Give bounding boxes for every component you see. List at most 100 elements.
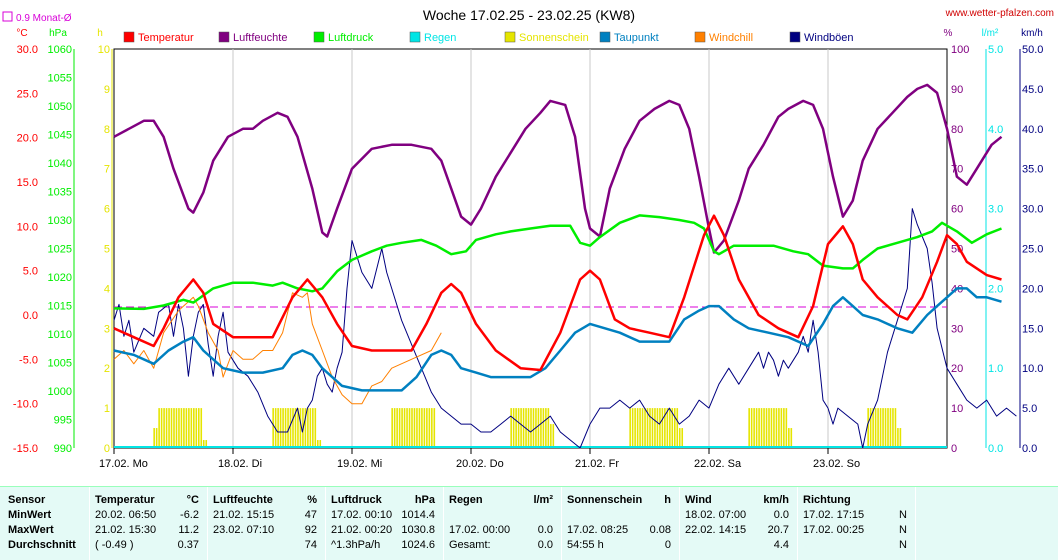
series-gusts <box>113 208 1017 449</box>
stats-label-avg: Durchschnitt <box>8 539 76 551</box>
wind-tick-label: 45.0 <box>1022 84 1043 96</box>
stats-dir-min-val: N <box>899 509 907 521</box>
sunshine-tick-label: 8 <box>104 124 110 136</box>
site-url[interactable]: www.wetter-pfalzen.com <box>945 8 1054 19</box>
stats-sun-avg-val: 0 <box>664 539 671 551</box>
wind-tick-label: 5.0 <box>1022 403 1037 415</box>
sunshine-tick-label: 0 <box>104 443 110 455</box>
stats-press-header: Luftdruck <box>331 494 382 506</box>
stats-rain-total-val: 0.0 <box>537 539 553 551</box>
temperature-tick-label: 20.0 <box>17 133 38 145</box>
wind-tick-label: 25.0 <box>1022 244 1043 256</box>
humidity-tick-label: 0 <box>951 443 957 455</box>
legend-label-dewpoint: Taupunkt <box>614 32 659 44</box>
stats-sun-unit: h <box>664 494 671 506</box>
stats-hum-min-time: 21.02. 15:15 <box>213 509 275 521</box>
stats-wind-header: Wind <box>685 494 712 506</box>
stats-rain-header: Regen <box>449 494 483 506</box>
stats-rain-max-val: 0.0 <box>537 524 553 536</box>
series-windchill <box>113 292 442 405</box>
sunshine-tick-label: 6 <box>104 204 110 216</box>
pressure-tick-label: 1005 <box>48 358 72 370</box>
legend-swatch-rain <box>409 31 421 43</box>
temperature-tick-label: 10.0 <box>17 221 38 233</box>
humidity-tick-label: 90 <box>951 84 963 96</box>
stats-temp-header: Temperatur <box>95 494 155 506</box>
rain-tick-label: 4.0 <box>988 124 1003 136</box>
stats-temp-avg-note: ( -0.49 ) <box>95 539 134 551</box>
pressure-tick-label: 1040 <box>48 158 72 170</box>
legend-swatch-sunshine <box>504 31 516 43</box>
stats-dir-max-val: N <box>899 524 907 536</box>
legend-label-gusts: Windböen <box>804 32 854 44</box>
stats-press-min-val: 1014.4 <box>401 509 435 521</box>
stats-hum-max-val: 92 <box>304 524 317 536</box>
stats-hum-unit: % <box>307 494 317 506</box>
stats-wind-min-val: 0.0 <box>773 509 789 521</box>
pressure-tick-label: 1015 <box>48 301 72 313</box>
stats-hum-max-time: 23.02. 07:10 <box>213 524 275 536</box>
legend-swatch-gusts <box>789 31 801 43</box>
temperature-tick-label: 15.0 <box>17 177 38 189</box>
stats-rain-unit: l/m² <box>533 494 553 506</box>
series-layer <box>113 83 1017 449</box>
stats-hum-min-val: 47 <box>304 509 317 521</box>
series-dewpoint <box>113 287 1002 392</box>
stats-label-min: MinWert <box>8 509 52 521</box>
stats-press-min-time: 17.02. 00:10 <box>331 509 393 521</box>
pressure-tick-label: 1045 <box>48 130 72 142</box>
stats-temp-min-time: 20.02. 06:50 <box>95 509 157 521</box>
axes-layer: 17.02. Mo 18.02. Di 19.02. Mi 20.02. Do 21.0… <box>13 28 1044 470</box>
stats-rain-max-time: 17.02. 00:00 <box>449 524 511 536</box>
rain-tick-label: 1.0 <box>988 363 1003 375</box>
chart-title: Woche 17.02.25 - 23.02.25 (KW8) <box>423 7 635 23</box>
legend-label-rain: Regen <box>424 32 456 44</box>
stats-hum-avg-val: 74 <box>304 539 317 551</box>
series-temperature <box>113 214 1002 372</box>
stats-header-sensor: Sensor <box>8 494 46 506</box>
x-tick-label: 18.02. Di <box>218 458 262 470</box>
temperature-tick-label: -5.0 <box>19 354 38 366</box>
statistics-table: Sensor MinWert MaxWert Durchschnitt Temp… <box>0 486 1058 560</box>
wind-tick-label: 20.0 <box>1022 283 1043 295</box>
stats-label-max: MaxWert <box>8 524 54 536</box>
sunshine-tick-label: 2 <box>104 363 110 375</box>
rain-tick-label: 3.0 <box>988 204 1003 216</box>
legend: Temperatur Luftfeuchte Luftdruck Regen Sonne… <box>123 31 854 44</box>
rain-tick-label: 2.0 <box>988 283 1003 295</box>
wind-tick-label: 35.0 <box>1022 164 1043 176</box>
stats-wind-max-time: 22.02. 14:15 <box>685 524 747 536</box>
stats-wind-max-val: 20.7 <box>767 524 789 536</box>
sunshine-tick-label: 9 <box>104 84 110 96</box>
monthly-avg-legend: 0.9 Monat-Ø <box>16 13 72 24</box>
x-tick-label: 20.02. Do <box>456 458 504 470</box>
temperature-tick-label: 0.0 <box>23 310 38 322</box>
sunshine-tick-label: 10 <box>98 44 110 56</box>
legend-swatch-dewpoint <box>599 31 611 43</box>
sunshine-tick-label: 3 <box>104 323 110 335</box>
humidity-tick-label: 100 <box>951 44 969 56</box>
sunshine-tick-label: 5 <box>104 244 110 256</box>
legend-label-pressure: Luftdruck <box>328 32 374 44</box>
temperature-tick-label: -15.0 <box>13 443 38 455</box>
legend-swatch-windchill <box>694 31 706 43</box>
stats-temp-avg-val: 0.37 <box>177 539 199 551</box>
stats-wind-unit: km/h <box>763 494 789 506</box>
sunshine-tick-label: 7 <box>104 164 110 176</box>
pressure-tick-label: 1055 <box>48 73 72 85</box>
sunshine-axis-unit: h <box>97 28 103 39</box>
stats-wind-min-time: 18.02. 07:00 <box>685 509 747 521</box>
stats-sun-total: 54:55 h <box>567 539 604 551</box>
x-tick-label: 19.02. Mi <box>337 458 382 470</box>
x-tick-label: 23.02. So <box>813 458 860 470</box>
stats-press-unit: hPa <box>414 494 435 506</box>
stats-dir-min-time: 17.02. 17:15 <box>803 509 865 521</box>
wind-tick-label: 0.0 <box>1022 443 1037 455</box>
rain-axis-unit: l/m² <box>982 28 999 39</box>
stats-sun-max-time: 17.02. 08:25 <box>567 524 629 536</box>
x-tick-label: 22.02. Sa <box>694 458 742 470</box>
humidity-tick-label: 20 <box>951 363 963 375</box>
pressure-tick-label: 1020 <box>48 272 72 284</box>
stats-temp-min-val: -6.2 <box>180 509 199 521</box>
x-tick-label: 21.02. Fr <box>575 458 619 470</box>
